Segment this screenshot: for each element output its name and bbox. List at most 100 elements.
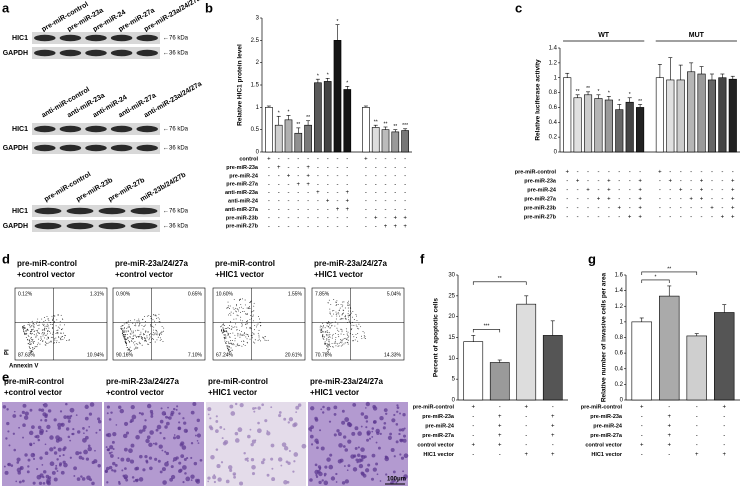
flow-dot bbox=[338, 342, 340, 344]
bar bbox=[463, 341, 484, 401]
flow-dot bbox=[241, 345, 243, 347]
flow-dot bbox=[245, 313, 247, 315]
cell bbox=[84, 404, 89, 409]
cell bbox=[45, 480, 50, 485]
flow-dot bbox=[153, 314, 155, 316]
blot-band bbox=[85, 34, 107, 42]
cell bbox=[314, 438, 319, 443]
condition-sign: - bbox=[297, 190, 299, 196]
flow-dot bbox=[337, 343, 339, 345]
condition-sign: + bbox=[607, 188, 611, 194]
condition-sign: - bbox=[268, 224, 270, 230]
blot-band bbox=[85, 49, 107, 57]
flow-dot bbox=[32, 339, 33, 341]
flow-dot bbox=[252, 311, 254, 312]
flow-dot bbox=[223, 334, 225, 336]
condition-sign: + bbox=[695, 452, 699, 458]
flow-dot bbox=[352, 311, 354, 313]
flow-dot bbox=[343, 312, 344, 314]
flow-dot bbox=[243, 341, 245, 342]
flow-dot bbox=[344, 314, 346, 316]
flow-dot bbox=[124, 340, 126, 342]
condition-sign: - bbox=[365, 190, 367, 196]
cell bbox=[158, 444, 163, 449]
cell bbox=[150, 412, 154, 416]
cell bbox=[271, 467, 274, 470]
condition-sign: - bbox=[278, 207, 280, 213]
cell bbox=[58, 454, 61, 458]
flow-dot bbox=[154, 315, 156, 317]
cell bbox=[393, 455, 396, 458]
flow-dot bbox=[139, 323, 141, 325]
cell bbox=[243, 451, 246, 455]
condition-sign: - bbox=[385, 165, 387, 171]
condition-sign: - bbox=[346, 173, 348, 179]
flow-dot bbox=[134, 324, 136, 326]
y-tick-label: 0 bbox=[452, 398, 456, 404]
flow-dot bbox=[135, 335, 137, 337]
condition-sign: - bbox=[618, 188, 620, 194]
flow-dot bbox=[322, 338, 324, 340]
condition-sign: - bbox=[669, 188, 671, 194]
cell bbox=[56, 458, 59, 461]
flow-dot bbox=[124, 330, 126, 332]
flow-dot bbox=[133, 342, 135, 344]
flow-dot bbox=[223, 330, 225, 332]
cell bbox=[360, 425, 363, 428]
condition-label: anti-miR-24 bbox=[228, 198, 259, 204]
flow-dot bbox=[163, 327, 165, 329]
condition-sign: + bbox=[731, 206, 735, 212]
flow-dot bbox=[145, 324, 146, 326]
condition-label: pre-miR-24 bbox=[425, 423, 455, 429]
condition-sign: - bbox=[680, 206, 682, 212]
flow-dot bbox=[148, 343, 150, 345]
flow-dot bbox=[324, 342, 326, 344]
cell bbox=[392, 470, 396, 474]
flow-dot bbox=[347, 313, 349, 314]
condition-sign: - bbox=[721, 206, 723, 212]
flow-dot bbox=[30, 344, 32, 345]
flow-dot bbox=[225, 337, 227, 339]
cell bbox=[396, 404, 399, 407]
blot-strip bbox=[32, 205, 160, 217]
flow-dot bbox=[248, 307, 250, 309]
cell bbox=[197, 442, 200, 444]
flow-dot bbox=[236, 305, 238, 307]
cell bbox=[251, 472, 256, 476]
flow-dot bbox=[37, 331, 38, 333]
flow-dot bbox=[221, 324, 223, 326]
condition-sign: - bbox=[404, 182, 406, 188]
cell bbox=[45, 430, 48, 433]
condition-sign: + bbox=[471, 405, 475, 411]
flow-dot bbox=[44, 330, 46, 332]
cell bbox=[387, 435, 392, 440]
cell bbox=[54, 467, 58, 470]
cell bbox=[196, 433, 202, 438]
flow-dot bbox=[50, 341, 52, 343]
flow-dot bbox=[330, 323, 332, 325]
error-bar bbox=[689, 62, 694, 72]
cell bbox=[292, 423, 297, 428]
flow-dot bbox=[127, 349, 129, 351]
micrograph bbox=[308, 402, 408, 486]
cell bbox=[67, 435, 71, 439]
flow-dot bbox=[356, 337, 357, 338]
cell bbox=[53, 418, 57, 422]
error-bar bbox=[639, 317, 644, 322]
flow-dot bbox=[131, 341, 133, 342]
flow-dot bbox=[43, 321, 45, 322]
condition-sign: - bbox=[385, 182, 387, 188]
bar bbox=[697, 73, 706, 153]
significance: ** bbox=[638, 99, 642, 105]
condition-sign: + bbox=[551, 452, 555, 458]
flow-dot bbox=[145, 331, 147, 333]
cell bbox=[207, 407, 212, 412]
condition-label: pre-miR-23a bbox=[422, 414, 455, 420]
flow-dot bbox=[329, 308, 331, 310]
cell bbox=[75, 451, 80, 456]
flow-y-axis: PI bbox=[5, 349, 11, 355]
flow-dot bbox=[257, 316, 259, 318]
flow-title: pre-miR-control bbox=[17, 259, 77, 268]
condition-sign: + bbox=[346, 190, 350, 196]
flow-dot bbox=[229, 313, 231, 315]
